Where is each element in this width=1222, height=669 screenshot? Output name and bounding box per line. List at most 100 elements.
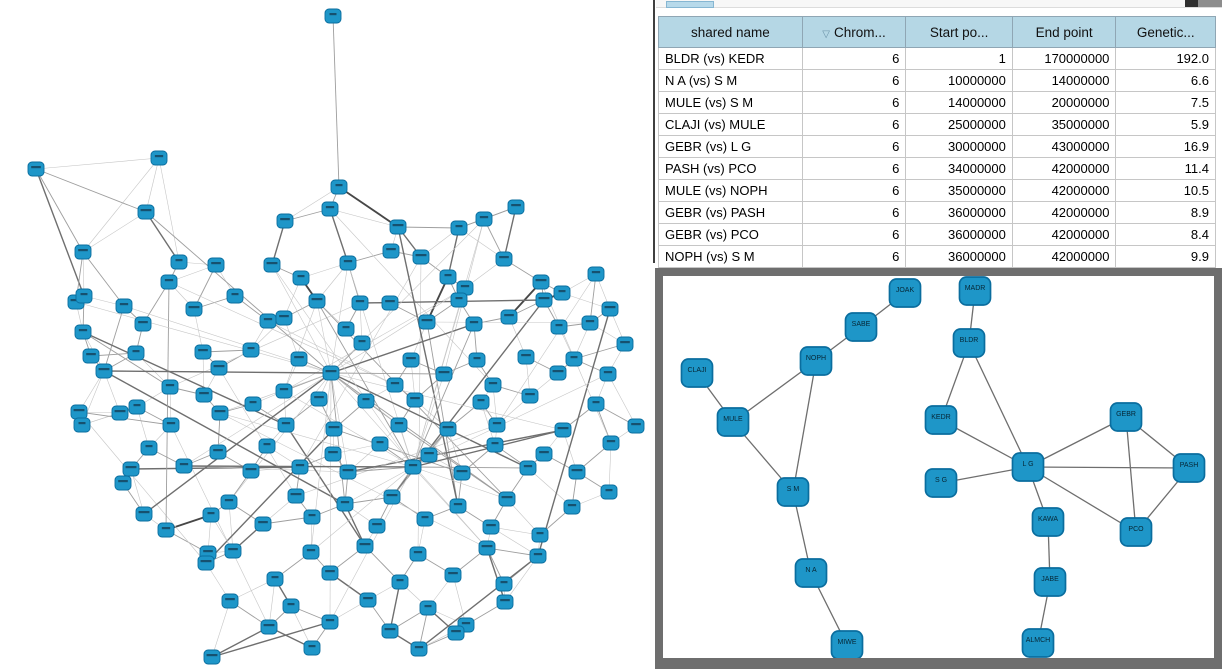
table-cell[interactable]: 25000000 [905,113,1013,136]
network-node-madr[interactable]: MADR [958,276,992,306]
table-cell[interactable]: 10000000 [905,69,1013,92]
network-node[interactable] [500,309,518,325]
network-node[interactable] [111,405,129,421]
network-node[interactable] [210,360,228,376]
table-cell[interactable]: 34000000 [905,157,1013,180]
network-node[interactable] [275,310,293,326]
network-node[interactable] [381,295,399,311]
network-node[interactable] [507,199,525,215]
column-header-1[interactable]: ▽ Chrom... [801,16,907,48]
table-row[interactable]: MULE (vs) S M 6 14000000 20000000 7.5 [658,91,1216,114]
table-cell[interactable]: 6 [801,157,907,180]
table-cell[interactable]: 170000000 [1011,47,1117,70]
table-cell[interactable]: 42000000 [1011,223,1117,246]
table-cell[interactable]: 20000000 [1011,91,1117,114]
table-row[interactable]: N A (vs) S M 6 10000000 14000000 6.6 [658,69,1216,92]
network-node[interactable] [381,623,399,639]
network-node[interactable] [418,314,436,330]
network-node[interactable] [321,614,339,630]
network-node[interactable] [409,546,427,562]
table-cell[interactable]: 30000000 [905,135,1013,158]
table-cell[interactable]: 35000000 [1011,113,1117,136]
network-node-joak[interactable]: JOAK [888,278,922,308]
network-node[interactable] [472,394,490,410]
network-node[interactable] [587,266,605,282]
network-node[interactable] [282,598,300,614]
network-node[interactable] [599,366,617,382]
network-node[interactable] [211,405,229,421]
network-node-gebr[interactable]: GEBR [1109,402,1143,432]
table-cell[interactable]: 6 [801,245,907,268]
network-node[interactable] [447,625,465,641]
table-cell[interactable]: 42000000 [1011,179,1117,202]
network-node[interactable] [292,270,310,286]
table-cell[interactable]: 16.9 [1115,135,1216,158]
network-node[interactable] [194,344,212,360]
table-cell[interactable]: 42000000 [1011,157,1117,180]
network-node[interactable] [532,274,550,290]
network-node[interactable] [74,324,92,340]
network-node[interactable] [357,393,375,409]
network-node[interactable] [242,463,260,479]
table-cell[interactable]: BLDR (vs) KEDR [658,47,803,70]
table-cell[interactable]: 6 [801,69,907,92]
network-node[interactable] [563,499,581,515]
table-cell[interactable]: 36000000 [905,223,1013,246]
network-node[interactable] [321,565,339,581]
network-node[interactable] [482,519,500,535]
network-node[interactable] [353,335,371,351]
table-row[interactable]: GEBR (vs) L G 6 30000000 43000000 16.9 [658,135,1216,158]
network-node[interactable] [197,555,215,571]
network-node[interactable] [412,249,430,265]
network-node[interactable] [175,458,193,474]
network-node[interactable] [325,421,343,437]
network-node[interactable] [351,295,369,311]
network-node-sabe[interactable]: SABE [844,312,878,342]
table-row[interactable]: NOPH (vs) S M 6 36000000 42000000 9.9 [658,245,1216,268]
table-cell[interactable]: 6 [801,91,907,114]
network-node-n-a[interactable]: N A [794,558,828,588]
network-node[interactable] [259,313,277,329]
network-node[interactable] [439,269,457,285]
network-node[interactable] [478,540,496,556]
network-node[interactable] [456,280,474,296]
network-node[interactable] [498,491,516,507]
network-node[interactable] [627,418,645,434]
network-node[interactable] [303,509,321,525]
network-node[interactable] [391,574,409,590]
network-node[interactable] [150,150,168,166]
network-node[interactable] [339,464,357,480]
network-node[interactable] [321,201,339,217]
network-node-mule[interactable]: MULE [716,407,750,437]
network-node[interactable] [185,301,203,317]
network-node[interactable] [519,460,537,476]
network-node[interactable] [568,464,586,480]
network-node[interactable] [291,459,309,475]
table-cell[interactable]: 6 [801,179,907,202]
network-node-almch[interactable]: ALMCH [1021,628,1055,658]
scrollbar-thumb[interactable] [666,1,714,8]
table-cell[interactable]: 36000000 [905,245,1013,268]
network-node[interactable] [207,257,225,273]
table-cell[interactable]: GEBR (vs) L G [658,135,803,158]
table-cell[interactable]: 7.5 [1115,91,1216,114]
table-cell[interactable]: CLAJI (vs) MULE [658,113,803,136]
network-node[interactable] [75,288,93,304]
table-cell[interactable]: 14000000 [1011,69,1117,92]
network-node[interactable] [616,336,634,352]
column-header-2[interactable]: Start po... [905,16,1013,48]
network-node[interactable] [495,576,513,592]
table-cell[interactable]: 6 [801,47,907,70]
horizontal-scrollbar[interactable] [656,0,1222,8]
network-node[interactable] [308,293,326,309]
network-node[interactable] [290,351,308,367]
network-node[interactable] [602,435,620,451]
network-node[interactable] [302,544,320,560]
network-node[interactable] [549,365,567,381]
network-node-miwe[interactable]: MIWE [830,630,864,658]
table-cell[interactable]: 1 [905,47,1013,70]
network-node[interactable] [254,516,272,532]
table-row[interactable]: GEBR (vs) PASH 6 36000000 42000000 8.9 [658,201,1216,224]
network-node[interactable] [140,440,158,456]
network-node-kawa[interactable]: KAWA [1031,507,1065,537]
